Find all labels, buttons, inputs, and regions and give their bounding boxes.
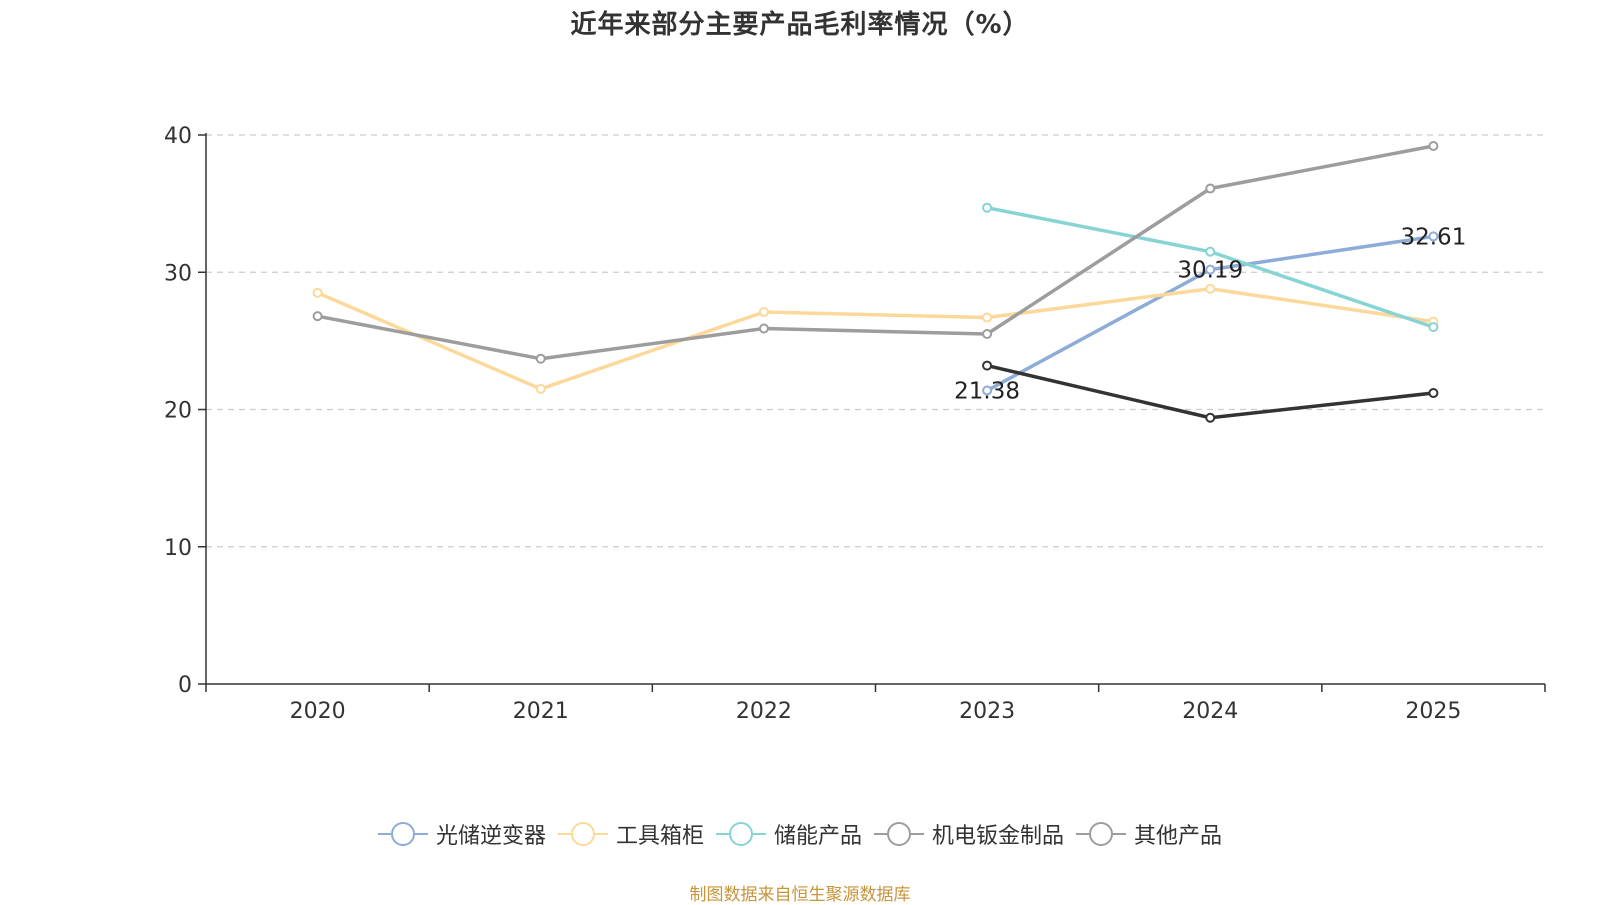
legend-item-1[interactable]: 工具箱柜 [557,818,704,850]
data-point-1-2020 [312,287,323,298]
data-point-4-2022 [758,323,769,334]
y-tick-label: 40 [164,124,192,149]
chart-title: 近年来部分主要产品毛利率情况（%） [570,10,1030,40]
legend-item-4[interactable]: 其他产品 [1076,818,1222,850]
data-point-4-2020 [312,311,323,322]
y-tick-label: 0 [178,673,192,698]
y-tick-label: 10 [164,536,192,561]
x-tick-label-2023: 2023 [959,699,1015,724]
data-point-1-2023 [982,312,993,323]
data-point-2-2025 [1428,322,1439,333]
data-point-4-2024 [1205,183,1216,194]
x-tick-label-2021: 2021 [513,699,569,724]
data-point-3-2025 [1428,388,1439,399]
x-tick-label-2024: 2024 [1182,699,1238,724]
source-note: 制图数据来自恒生聚源数据库 [689,885,911,905]
data-label-layer: 21.38 30.19 32.61 [954,224,1466,404]
data-point-4-2021 [535,353,546,364]
x-tick-label-2022: 2022 [736,699,792,724]
data-label-0-2024: 30.19 [1177,258,1243,284]
y-tick-label: 30 [164,261,192,286]
data-point-0-2023 [982,385,993,396]
legend-label: 工具箱柜 [615,824,704,849]
data-point-2-2023 [982,202,993,213]
legend-item-0[interactable]: 光储逆变器 [377,818,546,850]
x-tick-label-2020: 2020 [290,699,346,724]
data-point-4-2023 [982,329,993,340]
data-point-1-2022 [758,307,769,318]
data-point-4-2025 [1428,140,1439,151]
legend-symbol-icon [715,821,766,847]
grid-layer [206,134,1545,548]
data-point-2-2024 [1205,246,1216,257]
legend-symbol-icon [1076,821,1127,847]
legend-label: 储能产品 [773,824,862,849]
series-layer [312,140,1439,423]
legend-label: 其他产品 [1134,824,1223,849]
data-point-3-2023 [982,360,993,371]
legend: 光储逆变器 工具箱柜 储能产品 机电钣金制品 其他产品 [0,818,1600,850]
data-point-0-2025 [1428,231,1439,242]
data-label-0-2025: 32.61 [1400,224,1466,250]
y-tick-label: 20 [164,399,192,424]
data-label-0-2023: 21.38 [954,379,1020,405]
legend-item-3[interactable]: 机电钣金制品 [874,818,1064,850]
data-point-3-2024 [1205,412,1216,423]
legend-label: 光储逆变器 [435,824,546,849]
axis-layer: 0 10 20 30 40 2020 2021 2022 2023 2024 2025 [164,124,1546,724]
legend-symbol-icon [874,821,924,847]
x-tick-label-2025: 2025 [1405,699,1461,724]
legend-item-2[interactable]: 储能产品 [715,818,862,850]
legend-symbol-icon [377,821,428,847]
line-chart: 0 10 20 30 40 2020 2021 2022 2023 2024 2025 21.38 3… [164,124,1546,724]
series-line-4 [315,144,1436,361]
data-point-0-2024 [1205,264,1216,275]
data-point-1-2021 [535,383,546,394]
legend-label: 机电钣金制品 [932,824,1065,849]
legend-symbol-icon [557,821,608,847]
data-point-1-2024 [1205,283,1216,294]
series-line-1 [315,286,1436,391]
